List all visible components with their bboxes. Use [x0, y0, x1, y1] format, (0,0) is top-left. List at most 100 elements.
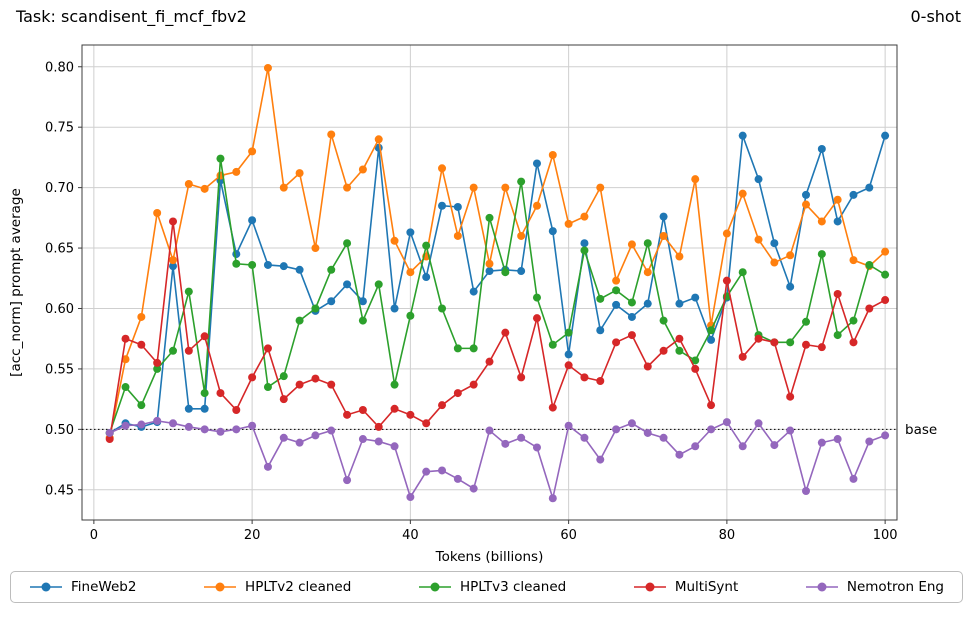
data-point	[707, 425, 716, 434]
legend-marker-icon	[418, 582, 451, 592]
data-point	[786, 426, 795, 435]
y-tick-label: 0.45	[45, 483, 74, 498]
data-point	[580, 246, 589, 255]
data-point	[168, 419, 177, 428]
data-point	[849, 316, 858, 325]
data-point	[548, 227, 557, 236]
series-nemotron-eng	[105, 416, 890, 503]
data-point	[153, 358, 162, 367]
data-point	[263, 383, 272, 392]
data-point	[643, 362, 652, 371]
data-point	[343, 410, 352, 419]
data-point	[200, 389, 209, 398]
data-point	[707, 326, 716, 335]
data-point	[343, 476, 352, 485]
data-point	[580, 239, 589, 248]
data-point	[295, 265, 304, 274]
data-point	[200, 404, 209, 413]
data-point	[532, 443, 541, 452]
data-point	[643, 239, 652, 248]
data-point	[184, 404, 193, 413]
legend-item-multisynt: MultiSynt	[633, 579, 738, 595]
data-point	[833, 289, 842, 298]
data-point	[532, 314, 541, 323]
data-point	[881, 296, 890, 305]
x-tick-label: 0	[90, 528, 98, 543]
data-point	[374, 135, 383, 144]
data-point	[184, 179, 193, 188]
data-point	[786, 251, 795, 260]
data-point	[627, 419, 636, 428]
data-point	[612, 300, 621, 309]
data-point	[802, 486, 811, 495]
data-point	[343, 239, 352, 248]
x-tick-label: 80	[719, 528, 736, 543]
data-point	[643, 299, 652, 308]
data-point	[770, 239, 779, 248]
data-point	[501, 439, 510, 448]
data-point	[406, 268, 415, 277]
data-point	[422, 241, 431, 250]
data-point	[675, 299, 684, 308]
data-point	[548, 150, 557, 159]
data-point	[232, 167, 241, 176]
data-point	[438, 304, 447, 313]
data-point	[833, 435, 842, 444]
y-tick-label: 0.60	[45, 302, 74, 317]
data-point	[612, 286, 621, 295]
data-point	[232, 259, 241, 268]
data-point	[580, 212, 589, 221]
data-point	[406, 228, 415, 237]
data-point	[343, 280, 352, 289]
data-point	[580, 373, 589, 382]
data-point	[754, 334, 763, 343]
data-point	[453, 202, 462, 211]
x-tick-label: 40	[402, 528, 419, 543]
data-point	[137, 340, 146, 349]
y-tick-label: 0.65	[45, 242, 74, 257]
data-point	[358, 165, 367, 174]
data-point	[469, 183, 478, 192]
data-point	[501, 328, 510, 337]
data-point	[358, 406, 367, 415]
data-point	[786, 282, 795, 291]
data-point	[358, 297, 367, 306]
data-point	[517, 231, 526, 240]
data-point	[263, 344, 272, 353]
data-point	[406, 493, 415, 502]
x-tick-label: 20	[244, 528, 261, 543]
data-point	[627, 240, 636, 249]
legend-label: FineWeb2	[71, 579, 137, 595]
legend-item-hpltv2-cleaned: HPLTv2 cleaned	[203, 579, 351, 595]
data-point	[137, 401, 146, 410]
legend-marker-icon	[805, 582, 838, 592]
data-point	[184, 287, 193, 296]
data-point	[817, 343, 826, 352]
data-point	[279, 183, 288, 192]
data-point	[105, 428, 114, 437]
data-point	[596, 326, 605, 335]
data-point	[612, 338, 621, 347]
y-axis-label: [acc_norm] prompt average	[8, 188, 24, 377]
data-point	[295, 316, 304, 325]
data-point	[627, 331, 636, 340]
data-point	[675, 252, 684, 261]
data-point	[438, 401, 447, 410]
data-point	[295, 438, 304, 447]
data-point	[786, 338, 795, 347]
data-point	[643, 428, 652, 437]
data-point	[564, 328, 573, 337]
legend-label: MultiSynt	[674, 579, 739, 595]
data-point	[137, 312, 146, 321]
data-point	[564, 421, 573, 430]
data-point	[263, 260, 272, 269]
data-point	[548, 494, 557, 503]
data-point	[438, 164, 447, 173]
data-point	[390, 304, 399, 313]
data-point	[691, 364, 700, 373]
data-point	[232, 425, 241, 434]
data-point	[422, 419, 431, 428]
data-point	[248, 373, 257, 382]
data-point	[833, 217, 842, 226]
